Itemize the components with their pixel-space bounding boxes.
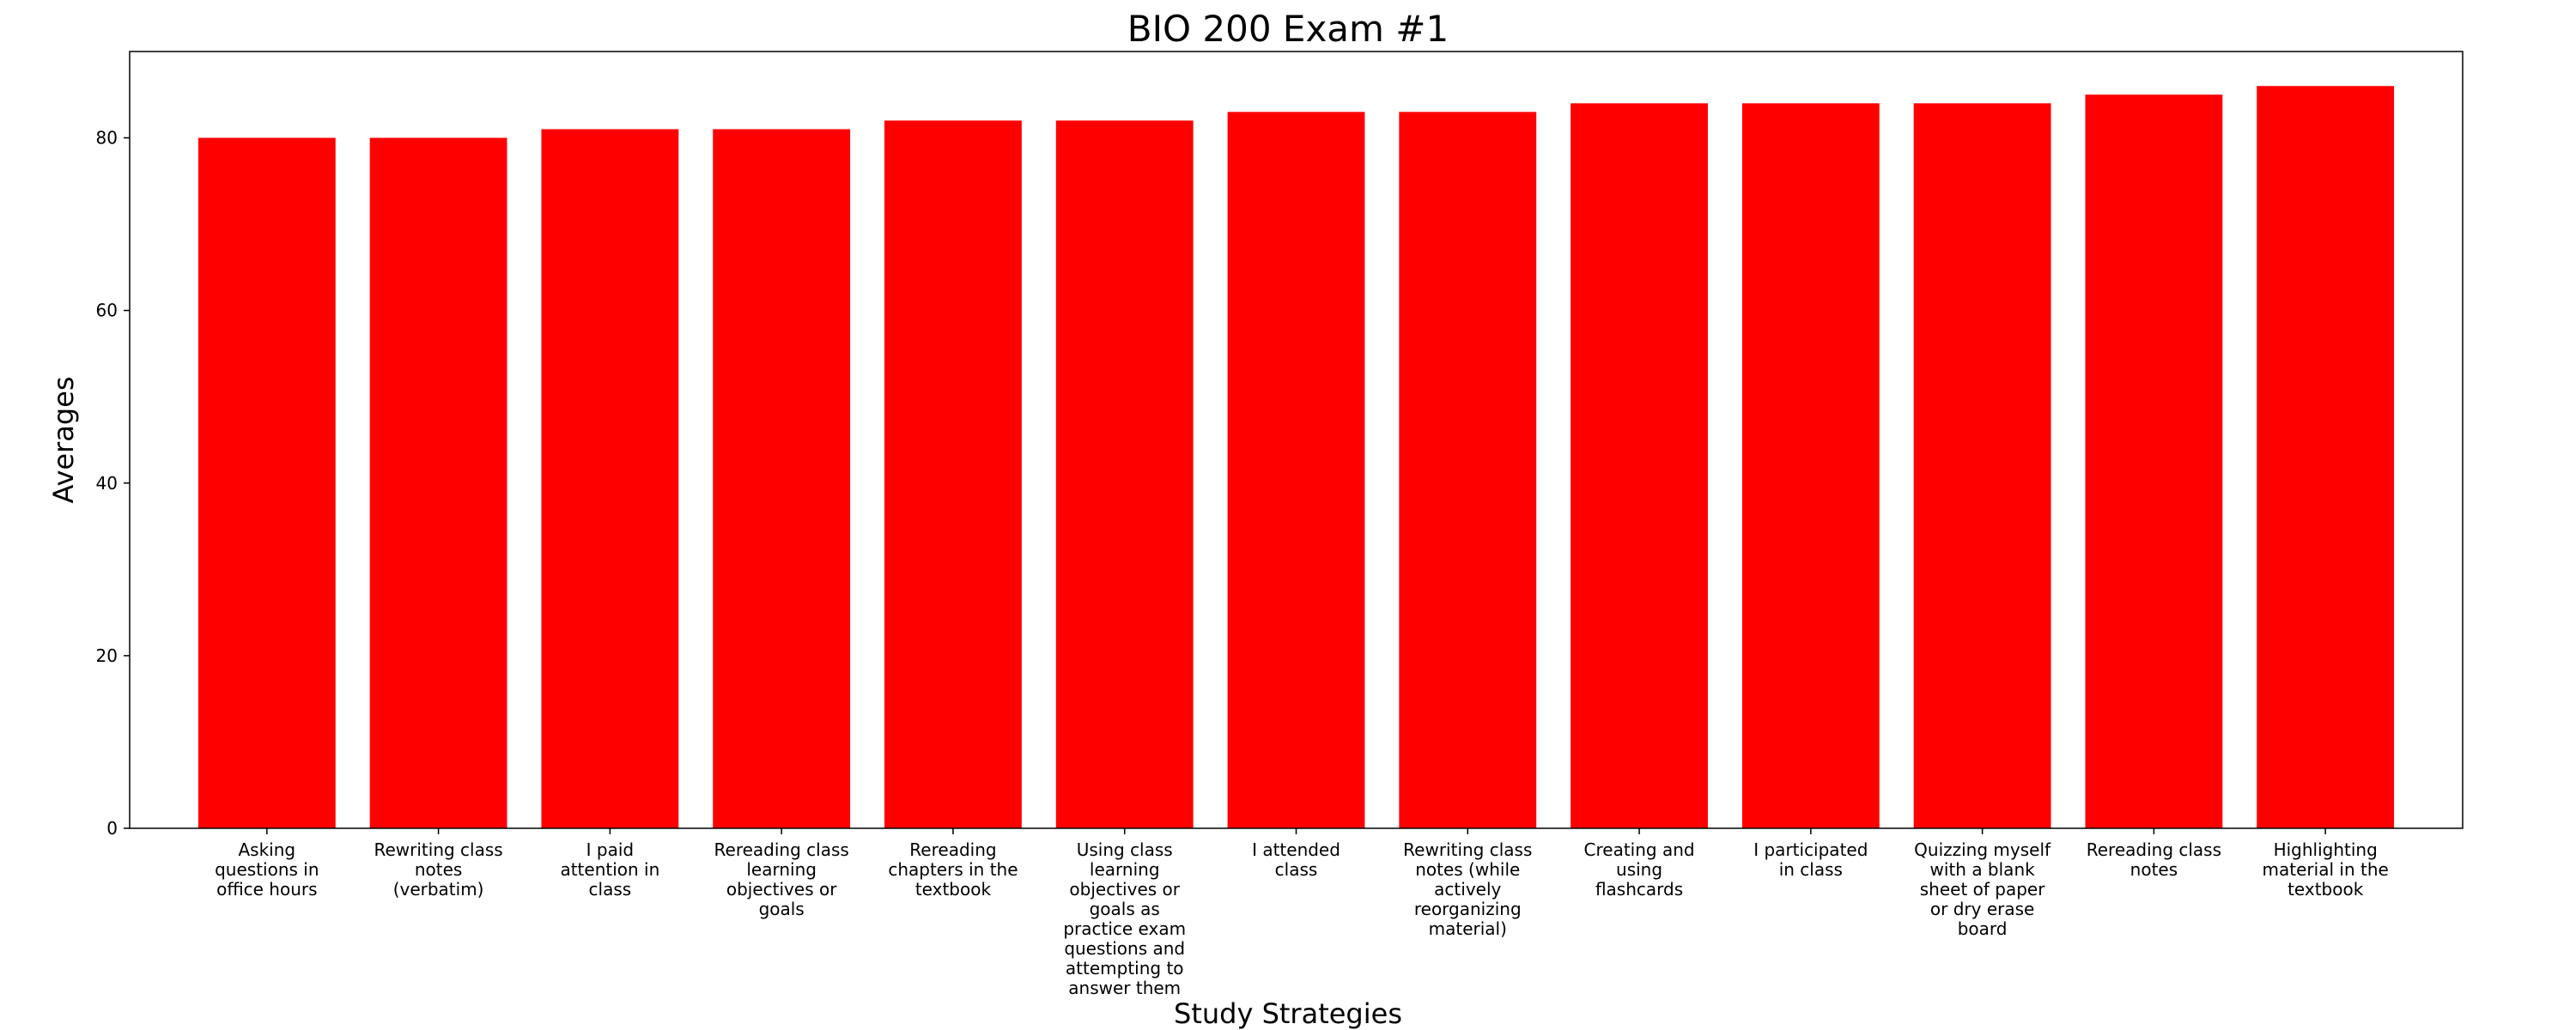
- bar: [369, 137, 507, 828]
- x-tick-label: Rereading class learning objectives or goal…: [714, 839, 849, 919]
- y-tick-label: 20: [96, 645, 118, 666]
- y-axis-ticks: 0 20 40 60 80: [96, 128, 130, 839]
- x-tick-label: Quizzing myself with a blank sheet of pape…: [1914, 839, 2051, 939]
- bar: [1741, 103, 1880, 828]
- bar: [713, 129, 851, 828]
- y-tick-label: 60: [96, 300, 118, 321]
- x-tick-label: I paid attention in class: [560, 839, 659, 900]
- y-tick-label: 40: [96, 473, 118, 494]
- x-tick-label: I attended class: [1252, 839, 1340, 880]
- x-tick-label: Creating and using flashcards: [1584, 839, 1695, 900]
- chart-title: BIO 200 Exam #1: [1127, 8, 1449, 50]
- x-tick-label: Highlighting material in the textbook: [2263, 839, 2389, 900]
- bar: [541, 129, 679, 828]
- bar: [884, 120, 1022, 828]
- x-tick-label: Rewriting class notes (while actively reorg…: [1403, 839, 1532, 939]
- y-axis-title: Averages: [47, 376, 80, 503]
- bar: [1571, 103, 1708, 828]
- bar: [1227, 112, 1365, 828]
- x-tick-label: Rereading class notes: [2087, 839, 2221, 880]
- x-tick-label: Using class learning objectives or goals as…: [1063, 839, 1186, 998]
- x-tick-label: I participated in class: [1753, 839, 1868, 880]
- x-tick-label: Rewriting class notes (verbatim): [374, 839, 502, 900]
- bar: [1913, 103, 2051, 828]
- bar: [197, 137, 336, 828]
- bar: [2085, 94, 2223, 828]
- x-axis-ticks: Asking questions in office hours Rewriting …: [215, 828, 2389, 998]
- x-tick-label: Asking questions in office hours: [215, 839, 319, 900]
- bars-group: [197, 86, 2395, 829]
- y-tick-label: 80: [96, 128, 118, 148]
- bar: [2257, 86, 2395, 829]
- x-axis-title: Study Strategies: [1174, 997, 1402, 1030]
- bar: [1399, 112, 1537, 828]
- bar: [1055, 120, 1194, 828]
- y-tick-label: 0: [106, 818, 118, 839]
- x-tick-label: Rereading chapters in the textbook: [888, 839, 1018, 900]
